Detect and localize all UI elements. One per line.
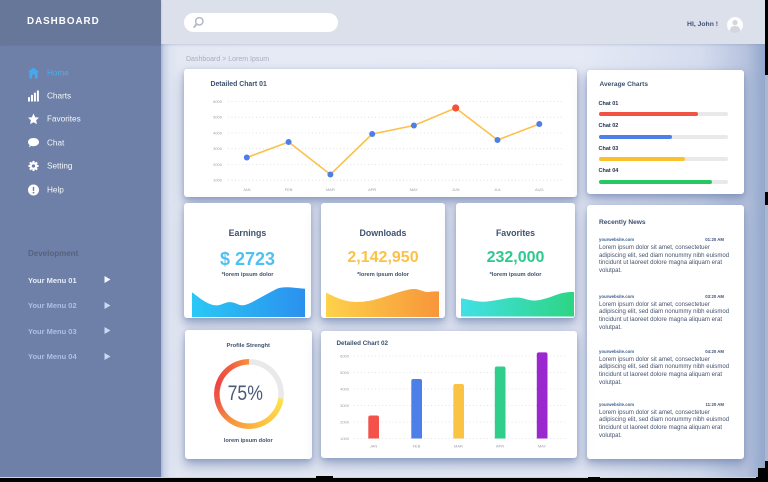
svg-text:MAY: MAY: [537, 443, 546, 448]
svg-text:JAN: JAN: [243, 187, 251, 192]
svg-text:6000: 6000: [213, 99, 223, 104]
svg-text:6000: 6000: [340, 353, 350, 358]
svg-text:4000: 4000: [340, 386, 350, 391]
svg-text:JAN: JAN: [369, 443, 377, 448]
svg-text:JUL: JUL: [494, 187, 502, 192]
svg-text:1000: 1000: [340, 436, 350, 441]
svg-text:5000: 5000: [213, 114, 223, 119]
svg-text:3000: 3000: [213, 146, 223, 151]
svg-text:MAR: MAR: [454, 443, 463, 448]
svg-text:MAY: MAY: [410, 187, 419, 192]
svg-text:2000: 2000: [340, 419, 350, 424]
svg-text:APR: APR: [368, 187, 376, 192]
svg-text:2000: 2000: [213, 161, 223, 166]
svg-text:MAR: MAR: [326, 187, 335, 192]
svg-text:JUN: JUN: [452, 187, 460, 192]
svg-text:5000: 5000: [340, 370, 350, 375]
svg-text:APR: APR: [495, 443, 503, 448]
svg-text:1000: 1000: [213, 177, 223, 182]
svg-text:FEB: FEB: [412, 443, 420, 448]
svg-text:FEB: FEB: [285, 187, 293, 192]
svg-text:3000: 3000: [340, 403, 350, 408]
svg-text:AUG: AUG: [535, 187, 544, 192]
svg-text:4000: 4000: [213, 130, 223, 135]
